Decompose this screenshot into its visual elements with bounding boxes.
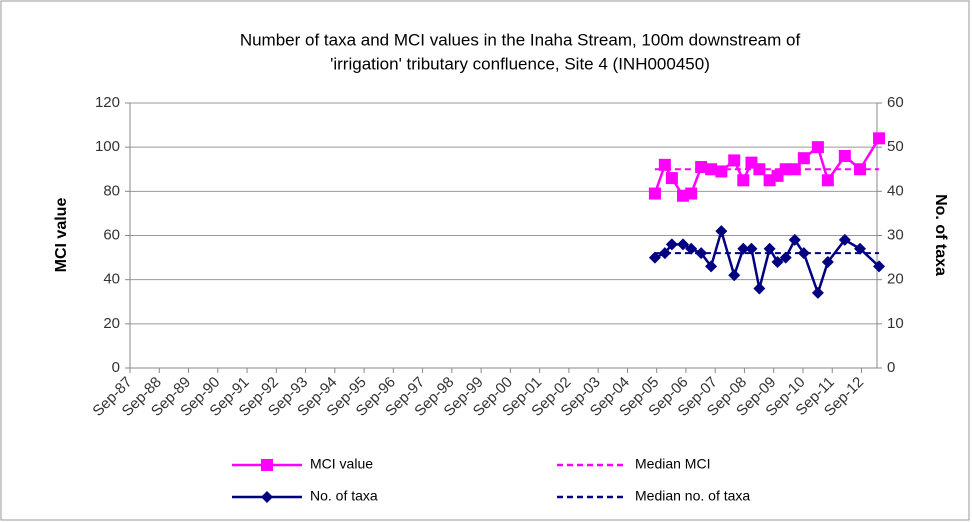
y2-tick-label: 0 bbox=[887, 359, 895, 376]
marker bbox=[705, 163, 718, 176]
legend-label: No. of taxa bbox=[310, 488, 378, 504]
series-line bbox=[654, 226, 880, 297]
marker bbox=[665, 172, 678, 185]
marker bbox=[715, 165, 728, 178]
marker bbox=[658, 158, 671, 171]
marker bbox=[737, 174, 750, 187]
marker bbox=[665, 238, 678, 251]
marker bbox=[811, 286, 824, 299]
y-tick-label: 80 bbox=[103, 182, 120, 199]
y-tick-label: 60 bbox=[103, 226, 120, 243]
marker bbox=[658, 247, 671, 260]
marker bbox=[648, 187, 661, 200]
y2-tick-label: 10 bbox=[887, 315, 904, 332]
marker bbox=[715, 225, 728, 238]
y2-tick-label: 50 bbox=[887, 138, 904, 155]
marker bbox=[677, 238, 690, 251]
legend-marker bbox=[261, 491, 273, 503]
marker bbox=[821, 256, 834, 268]
marker bbox=[771, 256, 784, 268]
marker bbox=[788, 163, 801, 176]
marker bbox=[728, 154, 741, 167]
marker bbox=[695, 247, 708, 260]
y-tick-label: 20 bbox=[103, 315, 120, 332]
marker bbox=[745, 242, 758, 255]
chart-title: 'irrigation' tributary confluence, Site … bbox=[330, 54, 710, 73]
y2-axis-title: No. of taxa bbox=[932, 194, 949, 276]
y-tick-label: 120 bbox=[95, 94, 120, 111]
y2-tick-label: 60 bbox=[887, 94, 904, 111]
y-tick-label: 100 bbox=[95, 138, 120, 155]
marker bbox=[685, 242, 698, 255]
legend-marker bbox=[261, 459, 273, 471]
y2-tick-label: 20 bbox=[887, 271, 904, 288]
y-axis-title: MCI value bbox=[53, 198, 70, 273]
marker bbox=[838, 233, 851, 246]
chart-title: Number of taxa and MCI values in the Ina… bbox=[240, 30, 801, 49]
marker bbox=[753, 282, 766, 295]
y2-tick-label: 30 bbox=[887, 226, 904, 243]
marker bbox=[763, 242, 776, 255]
marker bbox=[797, 247, 810, 260]
marker bbox=[728, 269, 741, 282]
marker bbox=[737, 242, 750, 255]
marker bbox=[648, 251, 661, 264]
marker bbox=[821, 174, 834, 187]
marker bbox=[838, 150, 851, 162]
y2-tick-label: 40 bbox=[887, 182, 904, 199]
marker bbox=[811, 141, 824, 154]
marker bbox=[685, 187, 698, 200]
marker bbox=[779, 251, 792, 264]
marker bbox=[705, 260, 718, 273]
legend-label: Median no. of taxa bbox=[635, 488, 750, 504]
marker bbox=[797, 152, 810, 165]
legend-label: Median MCI bbox=[635, 456, 710, 472]
legend-label: MCI value bbox=[310, 456, 373, 472]
marker bbox=[788, 233, 801, 246]
marker bbox=[854, 242, 867, 255]
y-tick-label: 40 bbox=[103, 271, 120, 288]
marker bbox=[873, 260, 886, 273]
marker bbox=[873, 132, 886, 145]
y-tick-label: 0 bbox=[112, 359, 120, 376]
